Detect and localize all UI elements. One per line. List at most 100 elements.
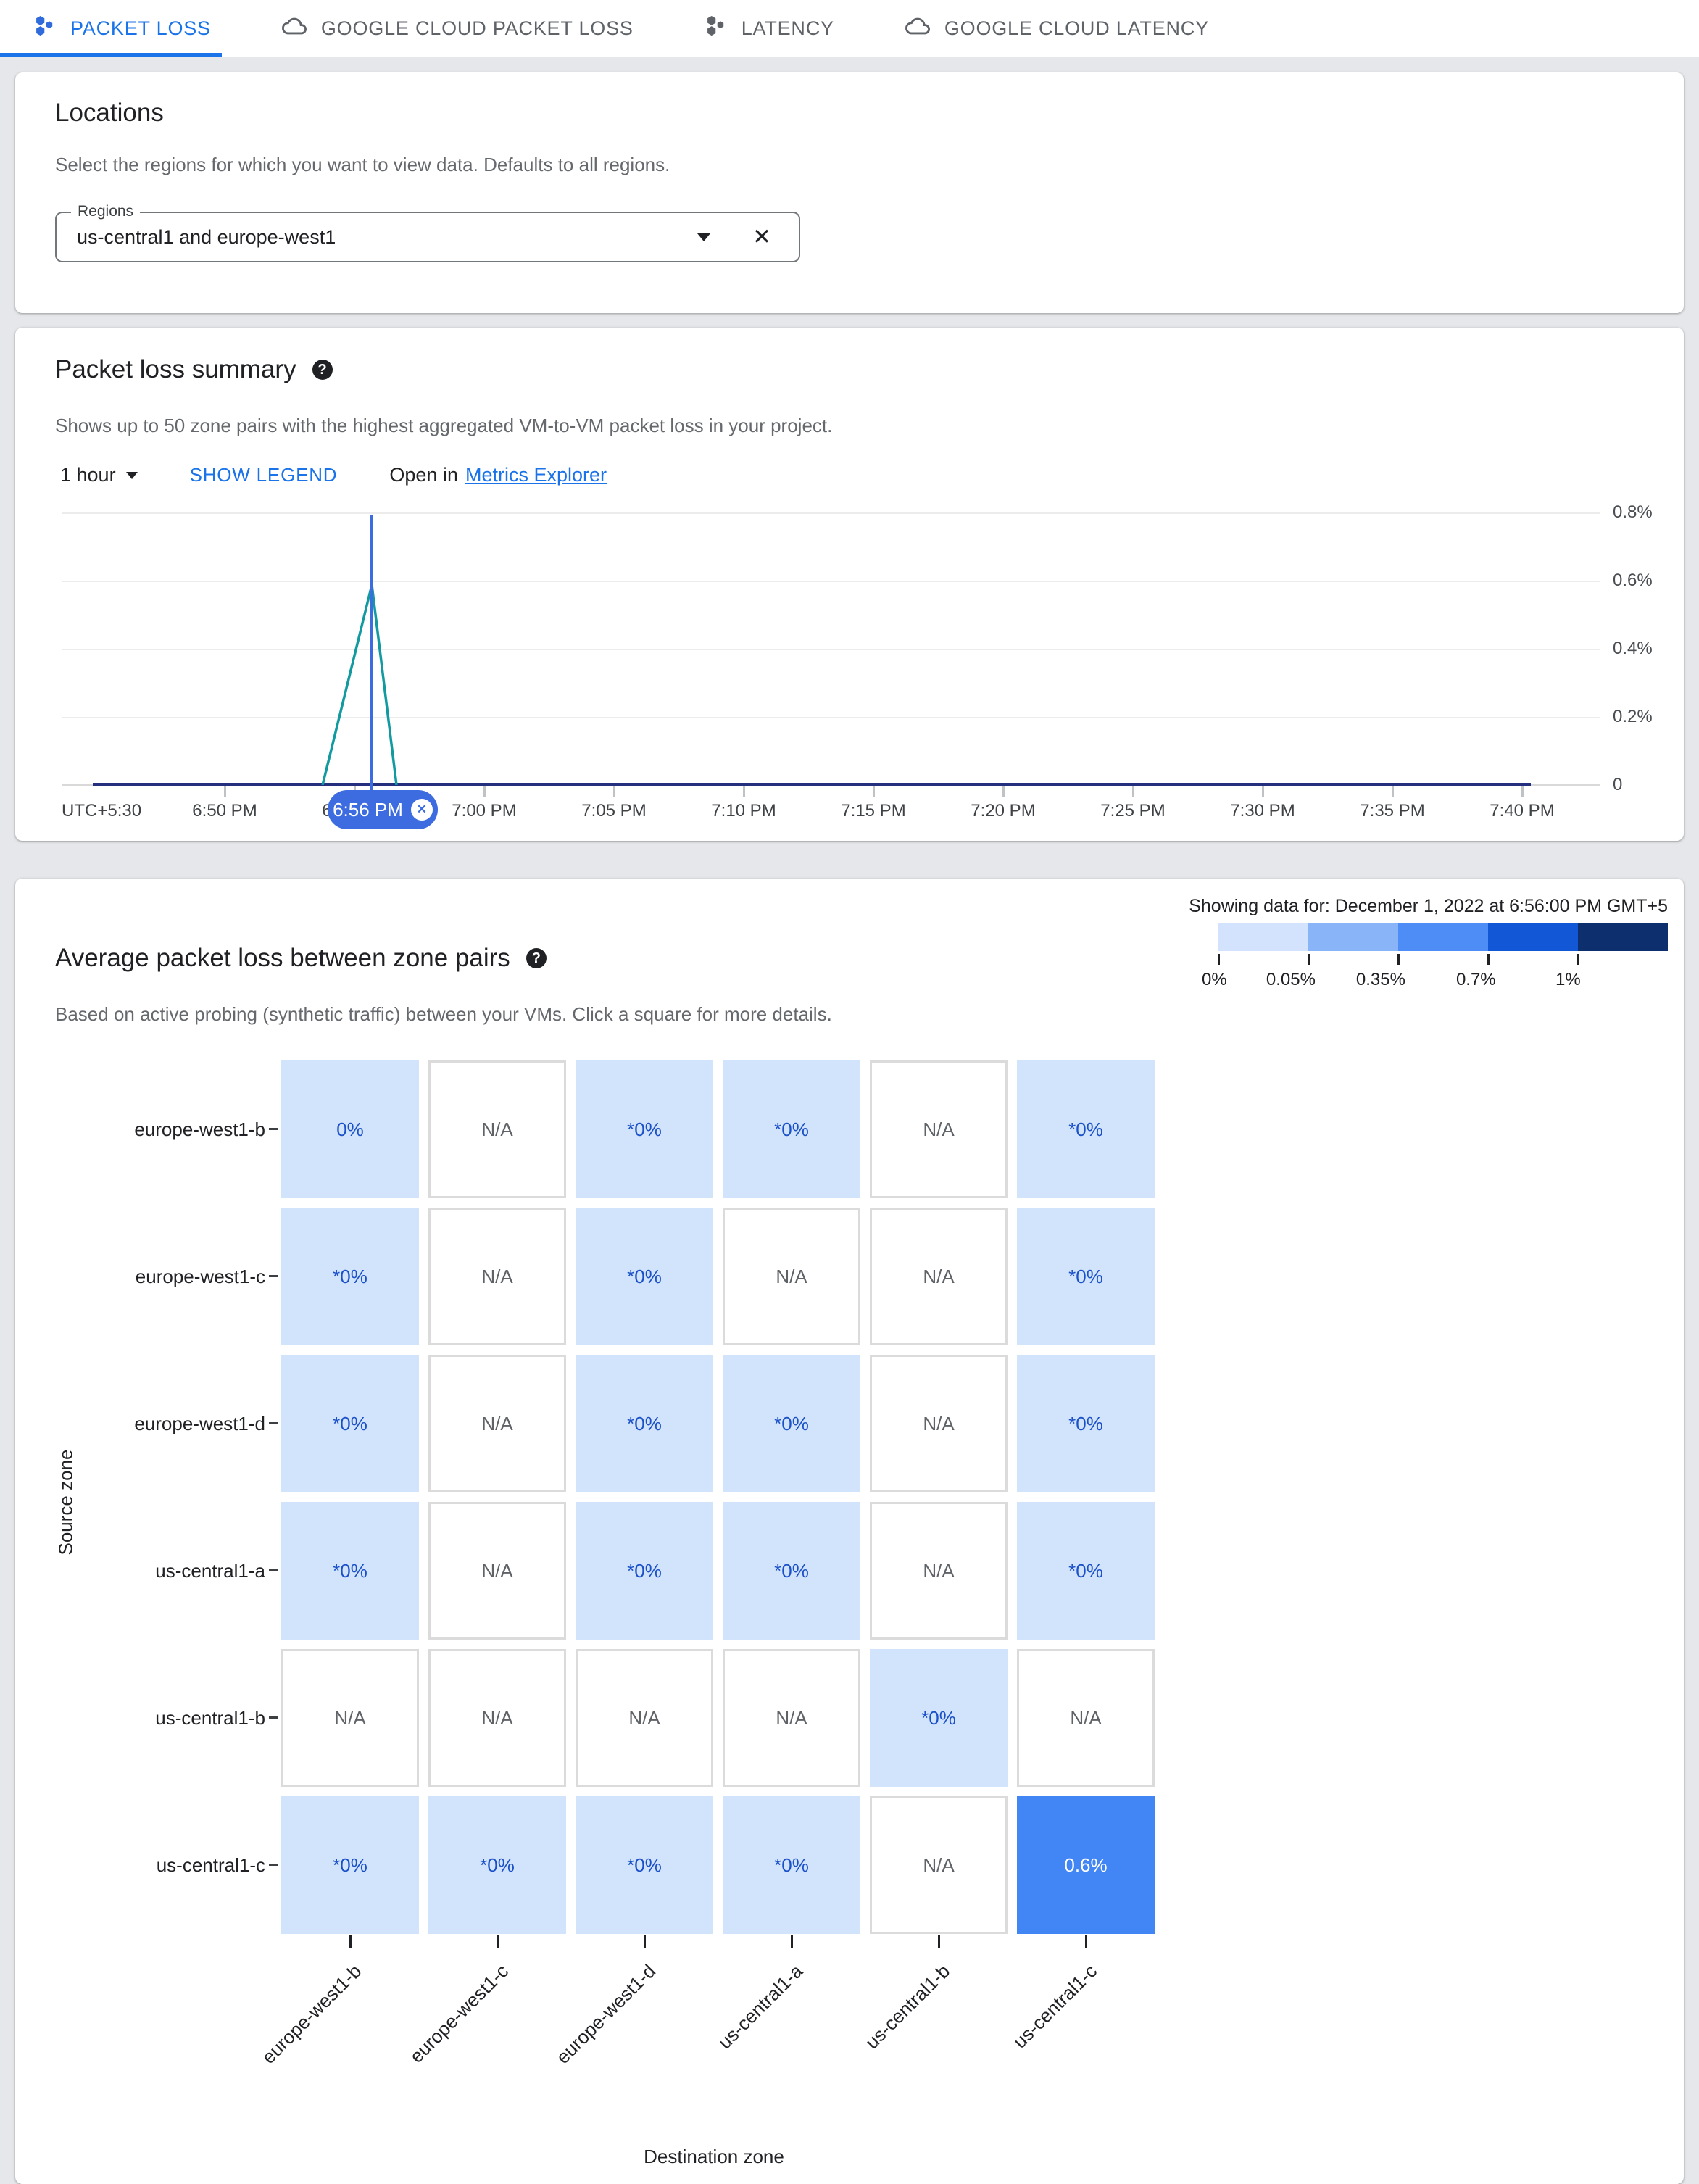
heatmap-cell[interactable]: *0% [576,1796,713,1934]
close-icon[interactable]: ✕ [410,799,433,821]
selected-time-text: 6:56 PM [333,798,403,821]
heatmap-grid: 0% N/A *0% *0% N/A *0% *0% N/A *0% N/A N… [281,1060,1155,1934]
heatmap-cell[interactable]: *0% [576,1060,713,1198]
heatmap-cell[interactable]: N/A [428,1355,566,1492]
scale-tick [1218,954,1220,965]
heatmap-cell[interactable]: *0% [723,1796,860,1934]
heatmap-cell[interactable]: *0% [723,1060,860,1198]
x-tick [873,786,875,797]
heatmap-cell[interactable]: *0% [281,1208,419,1345]
row-label: us-central1-c [156,1853,265,1876]
row-label: europe-west1-b [134,1118,265,1140]
clear-icon[interactable]: ✕ [752,224,771,249]
gridline [62,717,1600,718]
summary-title-text: Packet loss summary [55,355,296,383]
heatmap-cell[interactable]: N/A [870,1208,1008,1345]
hexagons-icon [33,14,56,42]
active-tab-underline [0,53,222,57]
show-legend-button[interactable]: SHOW LEGEND [189,464,338,486]
cloud-icon [281,14,307,43]
series-spike [321,584,398,785]
heatmap-cell[interactable]: N/A [428,1649,566,1787]
column-label: europe-west1-d [552,1960,660,2068]
tab-label: PACKET LOSS [70,17,211,39]
heatmap-cell[interactable]: N/A [870,1355,1008,1492]
chevron-down-icon[interactable] [697,233,710,241]
series-baseline [93,783,1531,786]
heatmap-cell[interactable]: N/A [576,1649,713,1787]
summary-description: Shows up to 50 zone pairs with the highe… [55,415,833,436]
heatmap-cell[interactable]: N/A [428,1502,566,1640]
matrix-description: Based on active probing (synthetic traff… [55,1003,832,1025]
heatmap-cell[interactable]: 0% [281,1060,419,1198]
help-icon[interactable]: ? [526,948,547,968]
help-icon[interactable]: ? [312,360,333,380]
packet-loss-summary-card: Packet loss summary ? Shows up to 50 zon… [15,328,1684,841]
scale-label: 0.7% [1455,970,1496,989]
tab-bar: PACKET LOSS GOOGLE CLOUD PACKET LOSS LAT… [0,0,1699,57]
column-tick [497,1935,499,1948]
regions-select[interactable]: Regions us-central1 and europe-west1 ✕ [55,203,800,262]
gridline [62,649,1600,650]
heatmap-cell[interactable]: *0% [1017,1208,1155,1345]
row-tick [269,1128,278,1130]
cloud-icon [905,14,930,43]
gridline [62,512,1600,514]
x-axis-label: 7:15 PM [841,801,906,821]
x-axis-label: 7:40 PM [1490,801,1555,821]
heatmap-cell[interactable]: N/A [1017,1649,1155,1787]
locations-card: Locations Select the regions for which y… [15,72,1684,313]
x-tick [1262,786,1264,797]
heatmap-cell[interactable]: N/A [723,1208,860,1345]
tab-latency[interactable]: LATENCY [705,0,905,57]
chevron-down-icon [125,471,138,479]
scale-label: 0% [1201,970,1227,989]
column-label: europe-west1-b [257,1960,366,2068]
heatmap-cell[interactable]: *0% [281,1355,419,1492]
metrics-explorer-link[interactable]: Metrics Explorer [465,464,607,486]
gridline [62,581,1600,582]
selected-time-marker[interactable] [370,515,373,804]
column-tick [644,1935,646,1948]
heatmap-cell[interactable]: N/A [428,1060,566,1198]
heatmap-cell[interactable]: *0% [1017,1502,1155,1640]
scale-segment [1398,923,1488,951]
heatmap-cell[interactable]: *0% [281,1502,419,1640]
packet-loss-chart[interactable]: UTC+5:30 6:50 PM 6:55 PM 7:00 PM 7:05 PM… [62,512,1600,829]
heatmap-cell[interactable]: *0% [723,1502,860,1640]
heatmap-cell[interactable]: *0% [1017,1060,1155,1198]
scale-segment [1308,923,1398,951]
tab-google-cloud-latency[interactable]: GOOGLE CLOUD LATENCY [905,0,1280,57]
column-tick [938,1935,940,1948]
heatmap-cell[interactable]: *0% [1017,1355,1155,1492]
regions-field-value: us-central1 and europe-west1 [77,225,336,248]
regions-field-label: Regions [71,203,141,220]
heatmap-cell[interactable]: N/A [281,1649,419,1787]
heatmap-cell[interactable]: N/A [870,1060,1008,1198]
zone-pairs-card: Showing data for: December 1, 2022 at 6:… [15,879,1684,2184]
x-axis-label: 6:50 PM [192,801,257,821]
tab-google-cloud-packet-loss[interactable]: GOOGLE CLOUD PACKET LOSS [281,0,705,57]
x-axis-label: 7:30 PM [1230,801,1295,821]
heatmap-cell[interactable]: N/A [870,1502,1008,1640]
selected-time-chip[interactable]: 6:56 PM ✕ [328,790,438,829]
heatmap-cell[interactable]: 0.6% [1017,1796,1155,1934]
heatmap-cell[interactable]: N/A [870,1796,1008,1934]
time-range-dropdown[interactable]: 1 hour [60,464,138,486]
heatmap-cell[interactable]: *0% [576,1355,713,1492]
heatmap-cell[interactable]: N/A [723,1649,860,1787]
open-in-metrics-explorer: Open in Metrics Explorer [389,464,607,486]
heatmap-cell[interactable]: *0% [723,1355,860,1492]
heatmap-cell[interactable]: N/A [428,1208,566,1345]
tab-packet-loss[interactable]: PACKET LOSS [33,0,282,57]
heatmap-cell[interactable]: *0% [870,1649,1008,1787]
heatmap-cell[interactable]: *0% [576,1502,713,1640]
locations-description: Select the regions for which you want to… [55,154,670,175]
heatmap-cell[interactable]: *0% [428,1796,566,1934]
heatmap-cell[interactable]: *0% [576,1208,713,1345]
column-tick [1085,1935,1087,1948]
showing-data-caption: Showing data for: December 1, 2022 at 6:… [1189,896,1668,916]
series-baseline-nodata [1531,784,1600,786]
heatmap-cell[interactable]: *0% [281,1796,419,1934]
x-tick [1392,786,1394,797]
